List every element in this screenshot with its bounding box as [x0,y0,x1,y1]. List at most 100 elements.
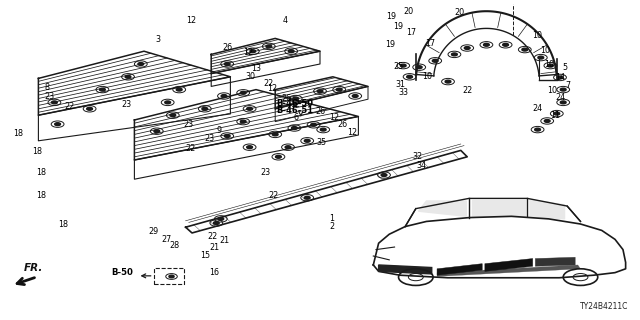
Circle shape [452,53,457,56]
Circle shape [407,76,413,78]
Circle shape [305,196,310,199]
Text: 12: 12 [347,128,357,137]
Circle shape [247,146,253,148]
Text: 18: 18 [13,129,23,138]
Text: 21: 21 [209,244,220,252]
Text: 25: 25 [393,62,403,71]
Text: 22: 22 [64,102,74,111]
Circle shape [353,94,358,97]
Text: 19: 19 [393,22,403,31]
Circle shape [548,64,553,67]
Text: 16: 16 [209,268,220,277]
Circle shape [545,119,550,122]
Text: 33: 33 [398,88,408,97]
Text: 24: 24 [532,104,543,113]
Text: 35: 35 [316,138,326,147]
Text: 12: 12 [268,84,278,93]
Circle shape [247,107,253,110]
Text: 21: 21 [219,236,229,245]
Text: B-50: B-50 [111,268,133,277]
Circle shape [266,45,272,48]
Circle shape [445,80,451,83]
Circle shape [561,88,566,91]
Circle shape [554,112,559,115]
Circle shape [557,76,563,79]
Circle shape [154,130,160,132]
Text: 9: 9 [216,126,221,135]
Text: 7: 7 [566,81,571,90]
Text: 10: 10 [547,86,557,95]
Text: 12: 12 [243,48,253,57]
Circle shape [522,48,527,51]
Circle shape [169,275,174,278]
Text: B-46-50: B-46-50 [276,99,313,108]
Polygon shape [437,264,482,275]
Circle shape [170,114,175,116]
Circle shape [273,133,278,136]
Circle shape [275,156,282,158]
Circle shape [401,64,406,67]
Text: 13: 13 [251,64,261,73]
Circle shape [87,107,93,110]
Text: 23: 23 [122,100,132,109]
Text: 22: 22 [269,191,279,200]
Text: 22: 22 [207,232,218,241]
Text: 10: 10 [532,31,543,40]
Text: 12: 12 [329,113,339,122]
Text: 22: 22 [462,86,472,95]
Circle shape [52,101,58,104]
Circle shape [241,92,246,94]
Text: 6: 6 [294,113,299,122]
Circle shape [285,146,291,148]
Text: 34: 34 [416,161,426,170]
Text: 26: 26 [282,94,292,103]
Text: 3: 3 [156,35,161,44]
Circle shape [465,46,470,49]
Bar [154,268,184,284]
Circle shape [225,63,230,65]
Circle shape [250,50,256,52]
Text: 27: 27 [161,235,172,244]
Circle shape [54,123,60,125]
Polygon shape [535,257,575,266]
Circle shape [241,120,246,123]
Text: B-46-51: B-46-51 [276,106,313,115]
Circle shape [305,139,310,142]
Text: 30: 30 [246,72,256,81]
Circle shape [561,101,566,104]
Text: 11: 11 [550,111,561,120]
Text: 32: 32 [412,152,422,161]
Text: 23: 23 [205,134,215,143]
Polygon shape [530,200,564,219]
Polygon shape [437,265,580,276]
Text: 18: 18 [32,148,42,156]
Text: 26: 26 [315,107,325,116]
Circle shape [292,126,298,129]
Text: 12: 12 [186,16,196,25]
Text: FR.: FR. [24,263,43,273]
Circle shape [337,88,342,91]
Text: 18: 18 [36,191,47,200]
Text: 14: 14 [556,73,566,82]
Text: 20: 20 [454,8,465,17]
Circle shape [165,101,170,104]
Text: 8: 8 [44,83,49,92]
Circle shape [218,218,224,220]
Circle shape [484,43,489,46]
Text: 2: 2 [329,222,334,231]
Text: 12: 12 [291,100,301,109]
Text: 24: 24 [555,93,565,102]
Text: 19: 19 [387,12,397,21]
Text: 29: 29 [148,227,159,236]
Circle shape [125,76,131,78]
Circle shape [214,221,219,225]
Text: 23: 23 [260,168,271,177]
Circle shape [225,134,230,138]
Circle shape [317,90,323,93]
Text: 1: 1 [329,214,334,223]
Text: 5: 5 [562,63,567,72]
Text: 31: 31 [395,80,405,89]
Text: 4: 4 [282,16,287,25]
Circle shape [535,128,540,131]
Text: 20: 20 [403,7,413,16]
